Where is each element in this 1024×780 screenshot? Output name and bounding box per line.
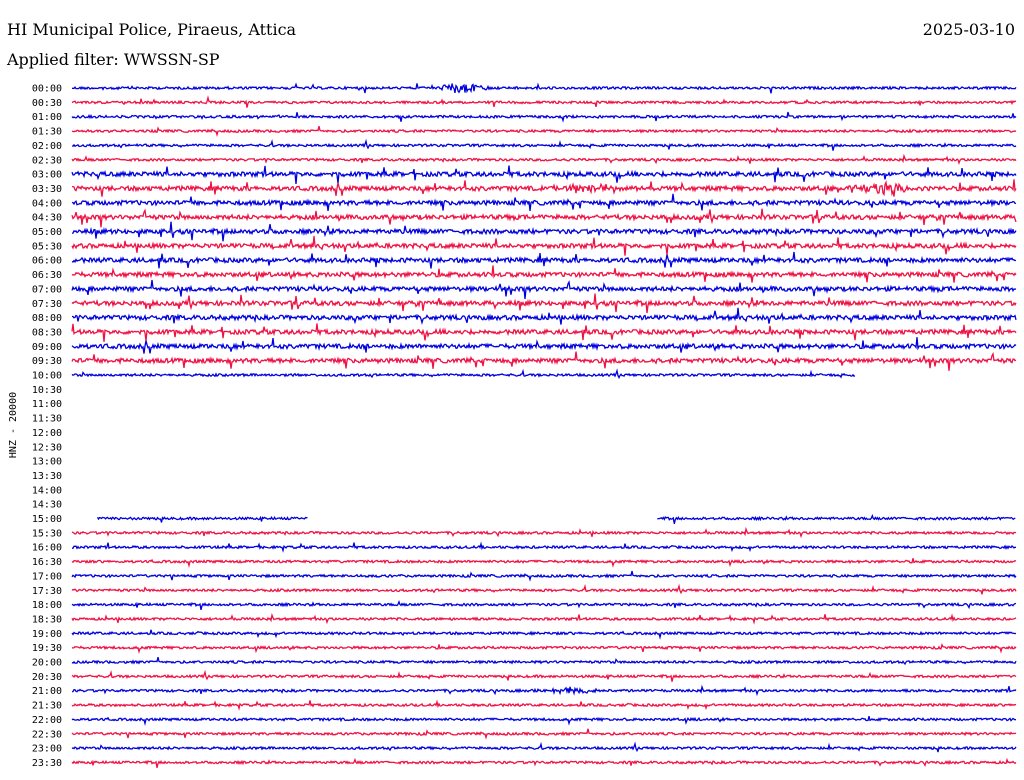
time-label: 13:00: [32, 457, 62, 468]
time-label: 08:00: [32, 313, 62, 324]
trace-line: [71, 526, 1017, 539]
trace-line: [71, 111, 1017, 123]
trace-line: [71, 125, 1017, 138]
time-label: 00:00: [32, 84, 62, 95]
trace-line: [71, 642, 1017, 654]
trace-line: [71, 612, 1017, 625]
trace-line: [71, 669, 1017, 682]
trace-line: [71, 337, 1017, 354]
time-label: 22:00: [32, 715, 62, 726]
time-label: 07:30: [32, 299, 62, 310]
time-label: 15:30: [32, 528, 62, 539]
time-label: 05:30: [32, 241, 62, 252]
trace-line: [72, 307, 1017, 325]
time-label: 18:30: [32, 614, 62, 625]
time-label: 20:00: [32, 658, 62, 669]
time-label: 09:30: [32, 356, 62, 367]
trace-line: [71, 699, 1017, 711]
time-label: 11:00: [32, 399, 62, 410]
trace-line: [71, 293, 1017, 314]
trace-line: [71, 95, 1017, 108]
trace-line: [71, 323, 1017, 342]
trace-line: [71, 153, 1017, 166]
trace-line: [71, 368, 856, 380]
time-label: 21:30: [32, 701, 62, 712]
seismic-traces: [71, 82, 1017, 768]
trace-line: [71, 629, 1017, 640]
time-label: 12:30: [32, 442, 62, 453]
trace-line: [71, 279, 1017, 300]
time-label: 07:00: [32, 284, 62, 295]
time-label: 18:00: [32, 600, 62, 611]
trace-line: [71, 251, 1017, 269]
trace-line: [71, 656, 1017, 666]
time-label: 21:00: [32, 686, 62, 697]
time-label: 19:30: [32, 643, 62, 654]
trace-line: [96, 515, 308, 523]
time-label: 04:30: [32, 213, 62, 224]
trace-line: [71, 599, 1017, 611]
time-label: 02:00: [32, 141, 62, 152]
time-label: 09:00: [32, 342, 62, 353]
time-label: 03:00: [32, 170, 62, 181]
trace-line: [71, 208, 1017, 228]
time-label: 17:30: [32, 586, 62, 597]
time-label: 10:30: [32, 385, 62, 396]
trace-line: [72, 541, 1016, 553]
trace-line: [71, 570, 1017, 582]
time-label: 13:30: [32, 471, 62, 482]
trace-line: [71, 684, 1017, 697]
trace-line: [71, 728, 1017, 740]
trace-line: [71, 741, 1017, 753]
station-title: HI Municipal Police, Piraeus, Attica: [7, 20, 297, 39]
time-label: 00:30: [32, 98, 62, 109]
trace-line: [71, 558, 1017, 569]
time-label: 06:00: [32, 256, 62, 267]
trace-line: [71, 193, 1017, 211]
trace-line: [72, 179, 1017, 197]
time-label: 19:00: [32, 629, 62, 640]
time-label: 12:00: [32, 428, 62, 439]
time-label: 10:00: [32, 371, 62, 382]
time-label: 23:30: [32, 758, 62, 769]
trace-line: [71, 265, 1017, 283]
time-label: 01:30: [32, 127, 62, 138]
time-label: 14:30: [32, 500, 62, 511]
time-label: 01:00: [32, 112, 62, 123]
time-label: 11:30: [32, 414, 62, 425]
time-label: 06:30: [32, 270, 62, 281]
time-label: 22:30: [32, 729, 62, 740]
time-label: 02:30: [32, 155, 62, 166]
time-label: 08:30: [32, 327, 62, 338]
trace-line: [71, 351, 1017, 371]
time-label: 14:00: [32, 485, 62, 496]
filter-label: Applied filter: WWSSN-SP: [7, 50, 220, 69]
time-label: 20:30: [32, 672, 62, 683]
time-label: 03:30: [32, 184, 62, 195]
trace-line: [71, 82, 1017, 94]
time-label: 15:00: [32, 514, 62, 525]
time-label: 04:00: [32, 198, 62, 209]
trace-line: [71, 757, 1017, 768]
trace-line: [71, 138, 1017, 151]
trace-line: [71, 165, 1017, 185]
trace-line: [71, 583, 1017, 595]
time-label: 16:00: [32, 543, 62, 554]
trace-line: [71, 716, 1017, 726]
record-date: 2025-03-10: [922, 20, 1015, 39]
time-label: 17:00: [32, 571, 62, 582]
time-label: 16:30: [32, 557, 62, 568]
trace-line: [657, 513, 1016, 524]
time-axis-labels: 00:00 00:30 01:00 01:30 02:00 02:30 03:00 03:30…: [32, 84, 62, 769]
trace-line: [71, 221, 1017, 242]
time-label: 05:00: [32, 227, 62, 238]
time-label: 23:00: [32, 744, 62, 755]
y-axis-label: HNZ - 20000: [8, 392, 19, 458]
trace-line: [71, 235, 1017, 256]
